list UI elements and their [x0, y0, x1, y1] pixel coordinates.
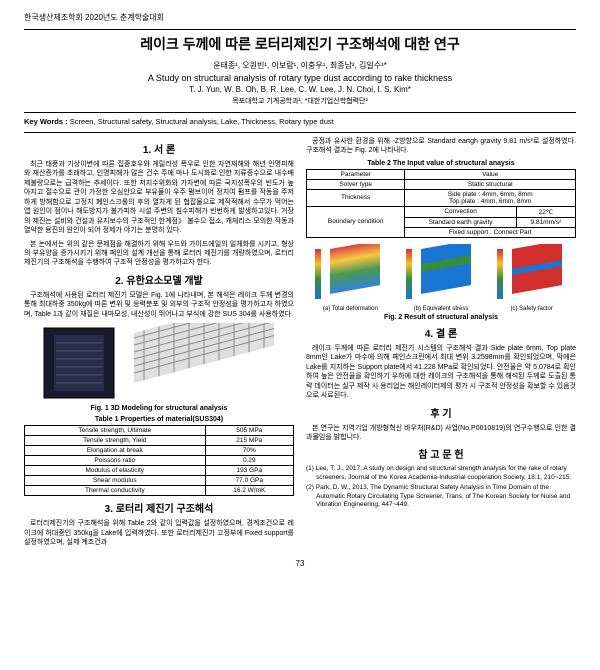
- section-2-title: 2. 유한요소모델 개발: [24, 272, 294, 287]
- conference-header: 한국생산제조학회 2020년도 춘계학술대회: [24, 12, 576, 23]
- table-row: ThicknessSide plate : 4mm, 6mm, 8mm Top …: [307, 189, 576, 206]
- figure-1: Fig. 1 3D Modeling for structural analys…: [24, 323, 294, 412]
- right-column: 공정과 유사한 환경을 위해 -Z방향으로 Standard eartgh gr…: [306, 137, 576, 551]
- keywords-text: Screen, Structural safety, Structural an…: [70, 117, 334, 126]
- ack-title: 후 기: [306, 405, 576, 420]
- table-2: ParameterValue Solver typeStatic structu…: [306, 169, 576, 238]
- col2-para1: 공정과 유사한 환경을 위해 -Z방향으로 Standard eartgh gr…: [306, 137, 576, 156]
- section-4-title: 4. 결 론: [306, 325, 576, 340]
- table-row: Solver typeStatic structural: [307, 179, 576, 189]
- figure-2: (a) Total deformation (b) Equivalent str…: [306, 244, 576, 321]
- reference-2: (2) Park, D. W., 2013, The Dynamic Struc…: [306, 484, 576, 509]
- fig2b: (b) Equivalent stress: [397, 244, 486, 312]
- page-number: 73: [24, 559, 576, 568]
- sec4-para1: 레이크 두께에 따른 로터리 제진기 시스템의 구조해석 결과 Side pla…: [306, 344, 576, 401]
- table-row: Poissons ratio0.29: [25, 456, 294, 466]
- sec3-para1: 로터리제진기의 구조해석을 위해 Table 2와 같이 입력값을 설정하였으며…: [24, 519, 294, 547]
- keywords-label: Key Words :: [24, 117, 68, 126]
- fig2a: (a) Total deformation: [306, 244, 395, 312]
- two-column-layout: 1. 서 론 최근 태풍과 기상이변에 따른 집중호우와 게릴라성 폭우로 인한…: [24, 137, 576, 551]
- sec1-para1: 최근 태풍과 기상이변에 따른 집중호우와 게릴라성 폭우로 인한 자연재해와 …: [24, 160, 294, 236]
- ref-title: 참 고 문 헌: [306, 446, 576, 461]
- authors-ko: 윤태종¹, 오원빈¹, 이보람¹, 이충우¹, 최종남², 김일수¹*: [24, 60, 576, 71]
- table1-caption: Table 1 Properties of material(SUS304): [24, 416, 294, 423]
- fig2-caption: Fig. 2 Result of structural analysis: [306, 314, 576, 321]
- table-row: Shear modulus77.0 GPa: [25, 476, 294, 486]
- sec1-para2: 본 논에서는 위의 같은 문제점을 해결하기 위해 우드와 가이드에일의 일체화…: [24, 240, 294, 268]
- title-en: A Study on structural analysis of rotary…: [24, 73, 576, 83]
- authors-en: T. J. Yun, W. B. Oh, B. R. Lee, C. W. Le…: [24, 85, 576, 94]
- fig1-caption: Fig. 1 3D Modeling for structural analys…: [24, 405, 294, 412]
- keywords: Key Words : Screen, Structural safety, S…: [24, 117, 576, 126]
- title-ko: 레이크 두께에 따른 로터리제진기 구조해석에 대한 연구: [24, 34, 576, 54]
- divider: [24, 112, 576, 113]
- section-3-title: 3. 로터리 제진기 구조해석: [24, 500, 294, 515]
- ack-para: 본 연구는 지역기업 개방형혁신 바우처(R&D) 사업(No.P0010819…: [306, 424, 576, 443]
- table-row: Thermal conductivity16.2 W/mK: [25, 486, 294, 496]
- table2-caption: Table 2 The Input value of structural an…: [306, 160, 576, 167]
- left-column: 1. 서 론 최근 태풍과 기상이변에 따른 집중호우와 게릴라성 폭우로 인한…: [24, 137, 294, 551]
- table-row: Tensile strength, Yield215 MPa: [25, 436, 294, 446]
- section-1-title: 1. 서 론: [24, 141, 294, 156]
- table-row: Boundary conditionConvection22℃: [307, 206, 576, 217]
- divider: [24, 132, 576, 133]
- table-row: Tensile strength, Ultimate505 MPa: [25, 426, 294, 436]
- fig1-svg: [34, 323, 284, 403]
- table-row: Elongation at break70%: [25, 446, 294, 456]
- sec2-para1: 구조해석에 사용된 로터리 제진기 모델은 Fig. 1에 나타내며, 본 해석…: [24, 291, 294, 319]
- reference-1: (1) Lee, T. J., 2017, A study on design …: [306, 465, 576, 482]
- affiliation: 목포대학교 기계공학과¹, *대한기업산학협력단²: [24, 96, 576, 106]
- divider: [24, 29, 576, 30]
- table-row: ParameterValue: [307, 169, 576, 179]
- fig2c: (c) Safety factor: [487, 244, 576, 312]
- table-row: Modulus of elasticity193 GPa: [25, 466, 294, 476]
- table-1: Tensile strength, Ultimate505 MPa Tensil…: [24, 425, 294, 496]
